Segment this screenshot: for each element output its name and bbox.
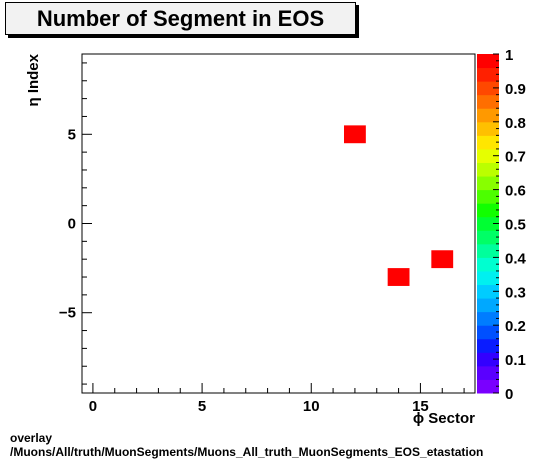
colorbar-segment <box>477 230 499 245</box>
colorbar-tick-label: 0.5 <box>505 217 526 234</box>
y-axis-label: η Index <box>25 53 42 106</box>
title-box: Number of Segment in EOS <box>5 2 356 35</box>
x-tick-label: 15 <box>412 398 429 415</box>
y-tick-label: −5 <box>59 305 76 322</box>
footer: overlay /Muons/All/truth/MuonSegments/Mu… <box>10 431 483 459</box>
colorbar-segment <box>477 257 499 272</box>
colorbar-segment <box>477 284 499 299</box>
colorbar-segment <box>477 270 499 286</box>
colorbar-segment <box>477 148 499 163</box>
colorbar-tick-label: 0.9 <box>505 81 526 98</box>
colorbar-segment <box>477 135 499 150</box>
colorbar-tick-label: 0.7 <box>505 149 526 166</box>
plot-frame <box>81 53 476 394</box>
colorbar-segment <box>477 94 499 109</box>
colorbar-segment <box>477 189 499 204</box>
x-tick-label: 10 <box>303 398 320 415</box>
colorbar-tick-label: 1 <box>505 47 513 64</box>
colorbar-segment <box>477 203 499 218</box>
heatmap-cell-3 <box>431 250 454 269</box>
colorbar-segment <box>477 121 499 136</box>
footer-line-2: /Muons/All/truth/MuonSegments/Muons_All_… <box>10 445 484 459</box>
heatmap-cell-2 <box>387 268 410 286</box>
colorbar-segment <box>477 162 499 177</box>
x-axis-label: ϕ Sector <box>413 410 475 427</box>
colorbar-segment <box>477 81 499 96</box>
x-tick-label: 0 <box>89 398 97 415</box>
colorbar-segment <box>477 298 499 313</box>
heatmap-cell-1 <box>344 125 366 144</box>
footer-line-1: overlay <box>10 431 53 445</box>
chart-title: Number of Segment in EOS <box>36 6 325 31</box>
colorbar-segment <box>477 216 499 231</box>
y-tick-label: 5 <box>68 126 76 143</box>
colorbar-segment <box>477 325 499 340</box>
x-tick-label: 5 <box>198 398 206 415</box>
colorbar-segment <box>477 67 499 82</box>
colorbar-segment <box>477 338 499 353</box>
colorbar-segment <box>477 243 499 258</box>
colorbar-tick-label: 0.6 <box>505 183 526 200</box>
colorbar-segment <box>477 176 499 191</box>
colorbar-segment <box>477 352 499 367</box>
colorbar-segment <box>477 379 499 394</box>
colorbar-tick-label: 0.8 <box>505 115 526 132</box>
colorbar-tick-label: 0.1 <box>505 352 526 369</box>
colorbar-tick-label: 0.2 <box>505 318 526 335</box>
colorbar-tick-label: 0 <box>505 386 513 403</box>
colorbar-segment <box>477 311 499 326</box>
colorbar-segment <box>477 108 499 123</box>
colorbar-segment <box>477 54 499 69</box>
colorbar-segment <box>477 365 499 380</box>
colorbar-tick-label: 0.3 <box>505 284 526 301</box>
colorbar-tick-label: 0.4 <box>505 250 527 267</box>
y-tick-label: 0 <box>68 216 76 233</box>
